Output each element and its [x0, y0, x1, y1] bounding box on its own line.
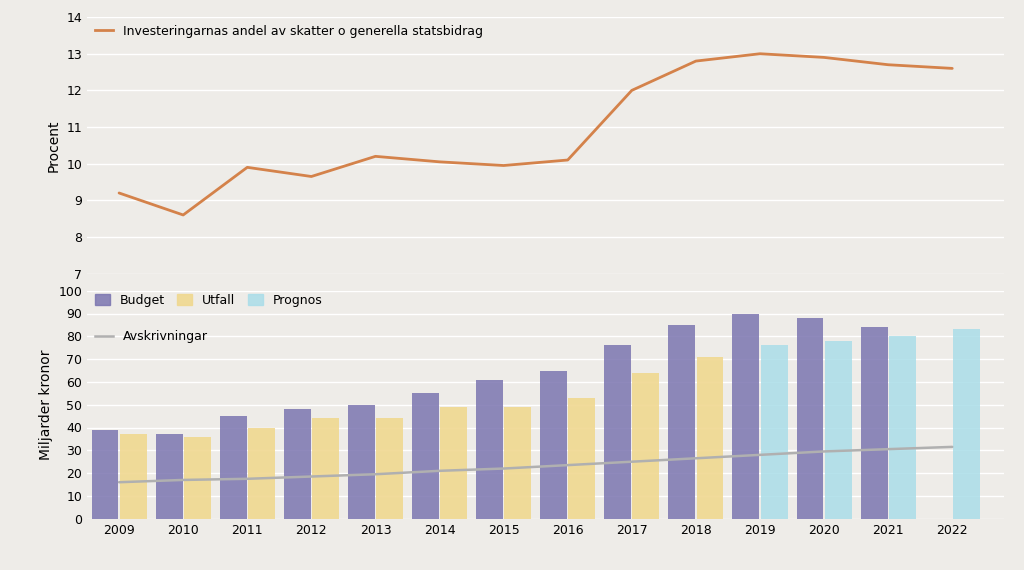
Bar	[220, 416, 247, 519]
Bar	[376, 418, 403, 519]
Bar	[797, 318, 823, 519]
Bar	[348, 405, 375, 519]
Bar	[248, 428, 274, 519]
Bar	[889, 336, 915, 519]
Bar	[284, 409, 310, 519]
Bar	[540, 370, 567, 519]
Bar	[953, 329, 980, 519]
Bar	[604, 345, 631, 519]
Y-axis label: Miljarder kronor: Miljarder kronor	[39, 349, 53, 460]
Bar	[412, 393, 439, 519]
Bar	[504, 407, 531, 519]
Bar	[761, 345, 787, 519]
Bar	[120, 434, 146, 519]
Bar	[312, 418, 339, 519]
Bar	[440, 407, 467, 519]
Bar	[696, 357, 723, 519]
Bar	[184, 437, 211, 519]
Legend: Investeringarnas andel av skatter o generella statsbidrag: Investeringarnas andel av skatter o gene…	[89, 19, 488, 43]
Bar	[633, 373, 659, 519]
Legend: Avskrivningar: Avskrivningar	[89, 325, 213, 348]
Bar	[732, 314, 760, 519]
Bar	[824, 341, 852, 519]
Bar	[91, 430, 119, 519]
Bar	[476, 380, 503, 519]
Bar	[568, 398, 595, 519]
Bar	[156, 434, 182, 519]
Y-axis label: Procent: Procent	[47, 119, 60, 172]
Bar	[669, 325, 695, 519]
Bar	[860, 327, 888, 519]
